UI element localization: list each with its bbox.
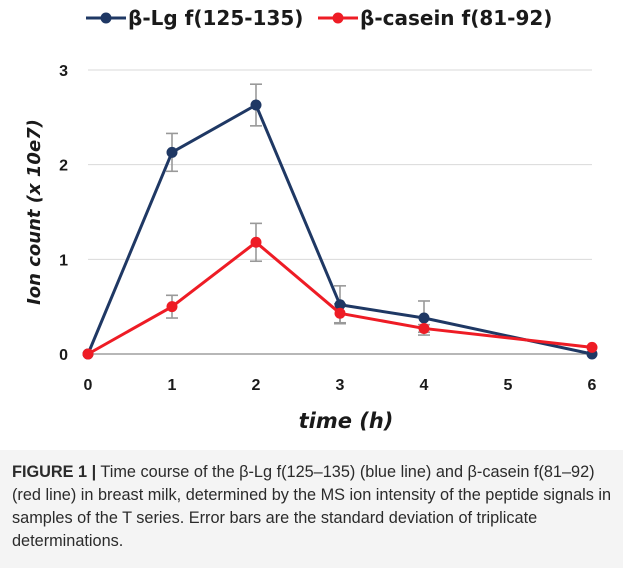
x-axis-label: time (h)	[299, 409, 394, 433]
x-tick-label: 2	[252, 377, 261, 394]
legend-marker	[100, 12, 112, 24]
x-tick-label: 5	[504, 377, 513, 394]
legend-label: β-Lg f(125-135)	[128, 6, 303, 30]
data-point-1	[334, 307, 346, 319]
data-point-1	[250, 236, 262, 248]
caption-text: Time course of the β-Lg f(125–135) (blue…	[12, 463, 612, 550]
y-tick-label: 0	[59, 347, 68, 364]
data-point-0	[166, 146, 178, 158]
gridlines	[88, 69, 592, 260]
y-tick-label: 2	[59, 158, 68, 175]
x-tick-label: 0	[84, 377, 93, 394]
caption-label: FIGURE 1 |	[12, 463, 97, 481]
data-point-1	[166, 301, 178, 313]
x-tick-label: 4	[420, 377, 429, 394]
x-tick-label: 6	[588, 377, 597, 394]
legend-marker	[332, 12, 344, 24]
error-bars	[166, 83, 430, 336]
data-point-1	[586, 341, 598, 353]
y-tick-label: 1	[59, 252, 68, 269]
legend: β-Lg f(125-135) β-casein f(81-92)	[86, 6, 552, 30]
figure-caption: FIGURE 1 | Time course of the β-Lg f(125…	[12, 461, 612, 553]
x-tick-label: 1	[168, 377, 177, 394]
data-point-1	[418, 322, 430, 334]
caption-background	[0, 450, 623, 568]
y-tick-label: 3	[59, 63, 68, 80]
series-line-0	[86, 103, 593, 356]
chart: 0 1 2 3 0 1 2 3 4 5 6 β-Lg f(125-135) β-casein f(8…	[24, 6, 598, 433]
y-axis-label: Ion count (x 10e7)	[24, 119, 45, 305]
data-point-0	[334, 299, 346, 311]
series-lines	[82, 99, 598, 360]
x-tick-label: 3	[336, 377, 345, 394]
data-point-1	[82, 348, 94, 360]
series-line-1	[87, 240, 593, 356]
y-tick-labels: 0 1 2 3	[59, 63, 68, 364]
data-point-0	[418, 312, 430, 324]
x-tick-labels: 0 1 2 3 4 5 6	[84, 377, 597, 394]
data-point-0	[250, 99, 262, 111]
legend-label: β-casein f(81-92)	[360, 6, 552, 30]
